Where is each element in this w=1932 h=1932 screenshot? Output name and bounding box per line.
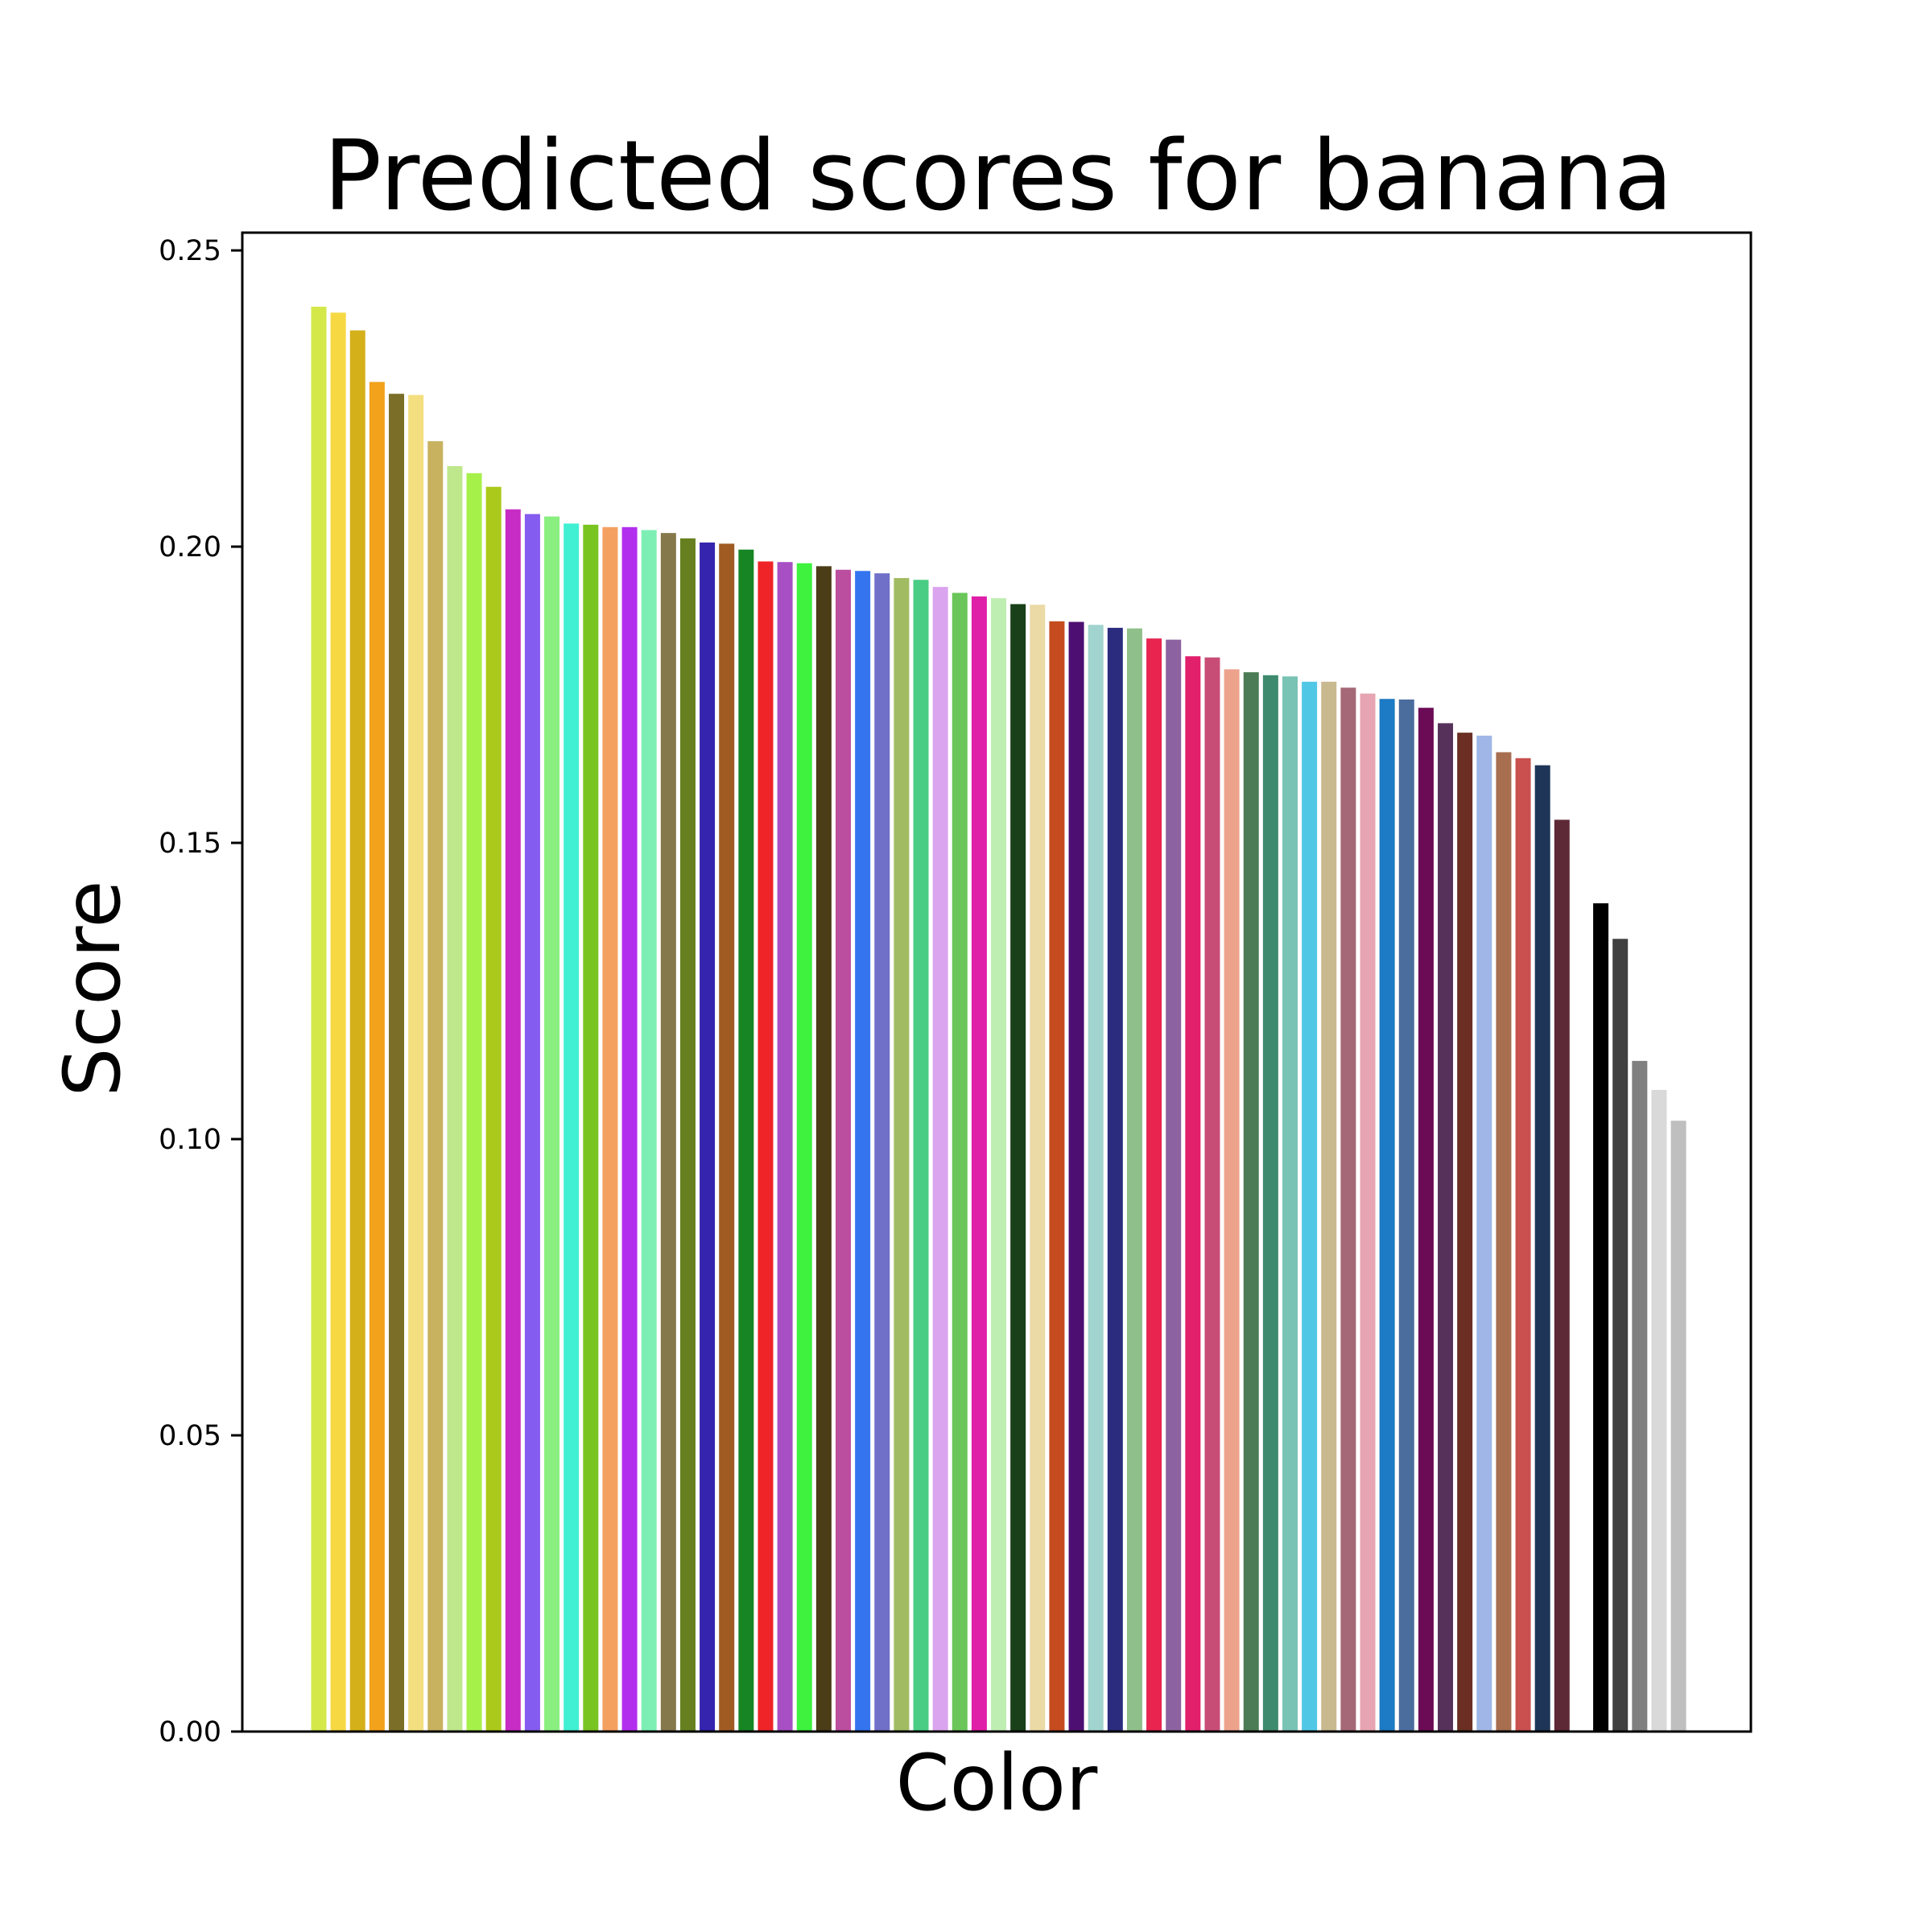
- bar-28: [836, 569, 852, 1732]
- y-tick-label-2: 0.10: [159, 1124, 221, 1156]
- bar-11: [505, 509, 521, 1732]
- bar-61: [1476, 735, 1492, 1732]
- bar-10: [485, 486, 502, 1732]
- bar-40: [1068, 621, 1084, 1732]
- bar-53: [1321, 681, 1337, 1732]
- bar-9: [466, 473, 482, 1732]
- bar-1: [311, 307, 327, 1732]
- y-tick-label-0: 0.00: [159, 1716, 221, 1748]
- y-tick-label-1: 0.05: [159, 1420, 221, 1452]
- bar-66: [1593, 903, 1609, 1732]
- bar-21: [700, 542, 716, 1732]
- bar-60: [1457, 733, 1473, 1732]
- bar-35: [971, 596, 987, 1732]
- y-axis-label: Score: [47, 881, 138, 1097]
- bar-32: [913, 580, 929, 1732]
- bar-48: [1224, 669, 1240, 1732]
- bar-47: [1204, 657, 1220, 1732]
- bar-19: [660, 533, 676, 1732]
- bar-7: [427, 441, 444, 1732]
- bar-18: [641, 530, 657, 1732]
- bar-37: [1010, 604, 1026, 1732]
- y-tick-label-4: 0.20: [159, 531, 221, 564]
- x-axis-label: Color: [896, 1738, 1098, 1828]
- bar-42: [1107, 627, 1123, 1732]
- bar-13: [544, 516, 560, 1732]
- bar-15: [583, 524, 599, 1732]
- bar-50: [1262, 675, 1278, 1732]
- bar-33: [932, 587, 948, 1732]
- bar-34: [952, 592, 968, 1732]
- bars-group: [311, 307, 1686, 1732]
- bar-6: [408, 394, 424, 1732]
- bar-24: [758, 561, 774, 1732]
- bar-46: [1185, 656, 1201, 1732]
- bar-63: [1515, 758, 1531, 1732]
- bar-56: [1379, 699, 1395, 1732]
- bar-45: [1166, 639, 1182, 1732]
- bar-59: [1438, 723, 1454, 1732]
- bar-12: [524, 514, 540, 1732]
- bar-68: [1632, 1060, 1648, 1732]
- bar-43: [1126, 628, 1142, 1732]
- bar-67: [1612, 939, 1629, 1732]
- bar-22: [719, 543, 735, 1732]
- bar-23: [738, 549, 754, 1732]
- bar-14: [564, 523, 580, 1732]
- bar-57: [1398, 699, 1414, 1732]
- bar-49: [1243, 672, 1259, 1732]
- bar-54: [1340, 687, 1356, 1732]
- bar-65: [1554, 819, 1570, 1732]
- bar-39: [1049, 621, 1065, 1732]
- bar-20: [679, 538, 696, 1732]
- bar-8: [447, 465, 463, 1732]
- bar-70: [1670, 1121, 1686, 1732]
- bar-30: [874, 573, 890, 1732]
- bar-3: [349, 330, 365, 1732]
- bar-41: [1088, 625, 1104, 1732]
- bar-4: [369, 382, 385, 1732]
- bar-5: [389, 394, 405, 1732]
- y-tick-label-5: 0.25: [159, 235, 221, 267]
- bar-55: [1360, 693, 1376, 1732]
- bar-31: [894, 578, 910, 1732]
- bar-62: [1496, 752, 1512, 1732]
- bar-27: [815, 566, 832, 1732]
- bar-64: [1534, 765, 1550, 1732]
- bar-25: [777, 562, 793, 1732]
- bar-29: [855, 571, 871, 1732]
- bar-38: [1030, 605, 1046, 1732]
- plot-frame: [241, 231, 1752, 1733]
- bar-69: [1651, 1089, 1667, 1732]
- bar-58: [1418, 708, 1434, 1732]
- bar-52: [1302, 681, 1318, 1732]
- y-tick-label-3: 0.15: [159, 828, 221, 860]
- bar-2: [330, 312, 346, 1732]
- bar-16: [602, 526, 618, 1732]
- chart-title: Predicted scores for banana: [324, 121, 1674, 233]
- plot-area: [241, 231, 1752, 1733]
- bar-51: [1282, 676, 1298, 1732]
- bar-26: [796, 563, 812, 1732]
- y-axis-ticks: 0.00 0.05 0.10 0.15 0.20 0.25: [159, 235, 242, 1748]
- bar-17: [621, 526, 638, 1732]
- bar-36: [991, 598, 1007, 1732]
- bar-44: [1146, 638, 1162, 1732]
